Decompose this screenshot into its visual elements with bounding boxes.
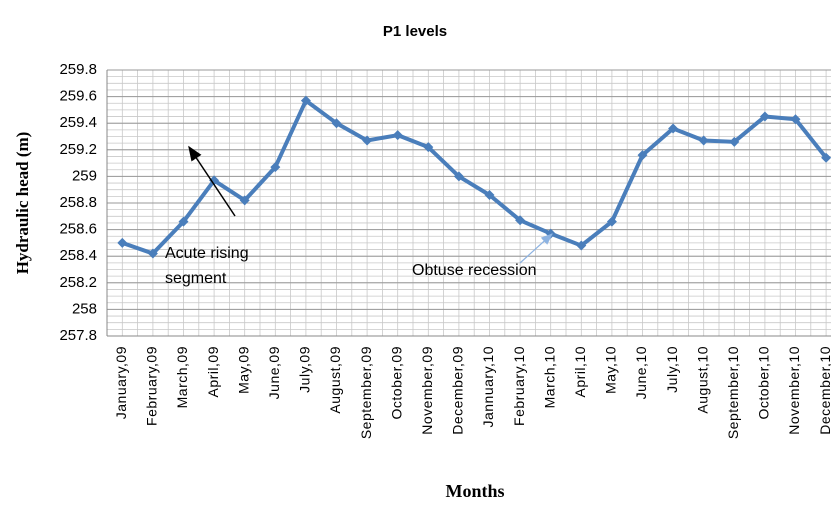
annotation: segment — [165, 270, 227, 287]
y-tick-label: 259.4 — [59, 114, 97, 131]
marker — [362, 135, 373, 146]
line — [121, 98, 828, 256]
marker — [300, 95, 311, 106]
x-tick-label: April,10 — [572, 346, 588, 397]
x-tick-label: November,09 — [419, 346, 435, 435]
x-tick-label: March,10 — [541, 346, 557, 408]
x-tick-label: October,09 — [388, 346, 404, 420]
y-tick-label: 258.8 — [59, 194, 97, 211]
marker — [698, 135, 709, 146]
marker — [729, 136, 740, 147]
y-tick-label: 257.8 — [59, 327, 97, 344]
marker — [821, 152, 831, 163]
y-tick-label: 258.2 — [59, 274, 97, 291]
x-tick-label: June,09 — [266, 346, 282, 399]
marker — [484, 190, 495, 201]
marker — [453, 171, 464, 182]
marker — [637, 150, 648, 161]
marker — [331, 118, 342, 129]
x-tick-label: February,10 — [511, 346, 527, 426]
x-tick-label: May,09 — [235, 346, 251, 394]
x-tick-label: Jannuary,10 — [480, 346, 496, 428]
x-tick-label: April,09 — [205, 346, 221, 397]
x-tick-label: December,10 — [817, 346, 831, 435]
marker — [117, 237, 128, 248]
x-tick-label: June,10 — [633, 346, 649, 399]
marker — [270, 162, 281, 173]
x-tick-label: July,09 — [297, 346, 313, 393]
x-tick-label: March,09 — [174, 346, 190, 408]
x-tick-label: January,09 — [113, 346, 129, 419]
y-tick-label: 258.6 — [59, 221, 97, 238]
x-tick-label: September,10 — [725, 346, 741, 439]
x-tick-label: October,10 — [756, 346, 772, 420]
marker — [606, 216, 617, 227]
marker — [790, 114, 801, 125]
marker — [392, 130, 403, 141]
marker — [147, 248, 158, 259]
x-tick-label: July,10 — [664, 346, 680, 393]
marker — [209, 175, 220, 186]
x-tick-label: September,09 — [358, 346, 374, 439]
marker — [759, 111, 770, 122]
annotation: Obtuse recession — [412, 262, 537, 279]
x-tick-label: December,09 — [450, 346, 466, 435]
annotation-arrow — [519, 233, 553, 264]
marker — [668, 123, 679, 134]
x-tick-label: May,10 — [603, 346, 619, 394]
marker — [576, 240, 587, 251]
y-tick-label: 259 — [72, 167, 97, 184]
marker — [423, 142, 434, 153]
y-tick-label: 258.4 — [59, 247, 97, 264]
annotation: Acute rising — [165, 245, 249, 262]
x-tick-label: August,10 — [694, 346, 710, 414]
chart-title: P1 levels — [383, 23, 447, 40]
y-tick-label: 259.8 — [59, 61, 97, 78]
y-tick-label: 259.2 — [59, 141, 97, 158]
x-tick-label: November,10 — [786, 346, 802, 435]
marker — [178, 216, 189, 227]
y-tick-label: 259.6 — [59, 88, 97, 105]
marker — [239, 195, 250, 206]
marker — [515, 215, 526, 226]
x-tick-label: August,09 — [327, 346, 343, 414]
x-axis-label: Months — [445, 481, 504, 501]
y-axis-label: Hydraulic head (m) — [13, 132, 32, 275]
x-tick-label: February,09 — [144, 346, 160, 426]
annotation-arrow — [188, 145, 236, 217]
y-tick-label: 258 — [72, 300, 97, 317]
